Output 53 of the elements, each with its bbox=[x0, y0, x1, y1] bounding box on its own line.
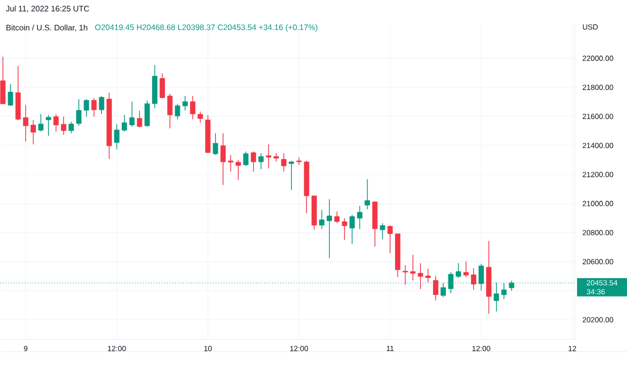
candlestick bbox=[380, 222, 386, 240]
candlestick bbox=[364, 178, 370, 210]
candlestick bbox=[410, 254, 416, 281]
candlestick bbox=[402, 264, 408, 286]
candlestick bbox=[8, 84, 14, 107]
candlestick bbox=[182, 96, 188, 112]
candlestick bbox=[440, 282, 446, 298]
candlestick bbox=[228, 154, 234, 172]
candlestick bbox=[243, 151, 248, 167]
candlestick bbox=[190, 96, 196, 120]
candlestick bbox=[433, 276, 438, 301]
candlestick bbox=[174, 104, 180, 120]
candlestick bbox=[68, 121, 74, 134]
candlestick bbox=[136, 110, 142, 128]
candlestick bbox=[470, 268, 476, 290]
candlestick bbox=[98, 96, 104, 115]
candlestick bbox=[167, 94, 173, 129]
candlestick bbox=[288, 160, 294, 190]
candlestick bbox=[0, 56, 6, 104]
candlestick bbox=[76, 99, 82, 126]
candlestick bbox=[342, 218, 348, 240]
candlestick bbox=[350, 214, 355, 244]
candlestick bbox=[198, 111, 203, 124]
candlestick bbox=[236, 160, 241, 180]
candlestick bbox=[326, 198, 332, 259]
candlestick bbox=[266, 144, 272, 169]
candlestick bbox=[456, 262, 462, 279]
candlestick bbox=[160, 73, 165, 99]
candlestick bbox=[220, 133, 226, 186]
candlestick bbox=[250, 151, 256, 172]
candlestick bbox=[212, 133, 218, 156]
candlestick bbox=[114, 124, 120, 150]
candlestick bbox=[281, 152, 286, 172]
candlestick bbox=[144, 100, 150, 128]
candlestick bbox=[296, 157, 302, 166]
candlestick bbox=[38, 114, 44, 132]
candlestick bbox=[463, 261, 469, 278]
candlestick bbox=[129, 101, 135, 128]
candlestick bbox=[30, 120, 36, 145]
candlestick bbox=[319, 210, 324, 230]
candlestick bbox=[334, 211, 340, 224]
candlestick bbox=[53, 114, 59, 132]
candlestick bbox=[425, 268, 431, 283]
candlestick bbox=[357, 206, 362, 230]
candlestick bbox=[23, 104, 28, 142]
candlestick bbox=[122, 114, 127, 132]
candlestick bbox=[258, 152, 264, 170]
candlestick bbox=[84, 99, 90, 118]
candlestick bbox=[91, 98, 97, 118]
candlestick bbox=[61, 116, 66, 136]
candlestick bbox=[387, 225, 393, 254]
candlestick bbox=[418, 262, 424, 290]
candlestick bbox=[46, 114, 52, 136]
